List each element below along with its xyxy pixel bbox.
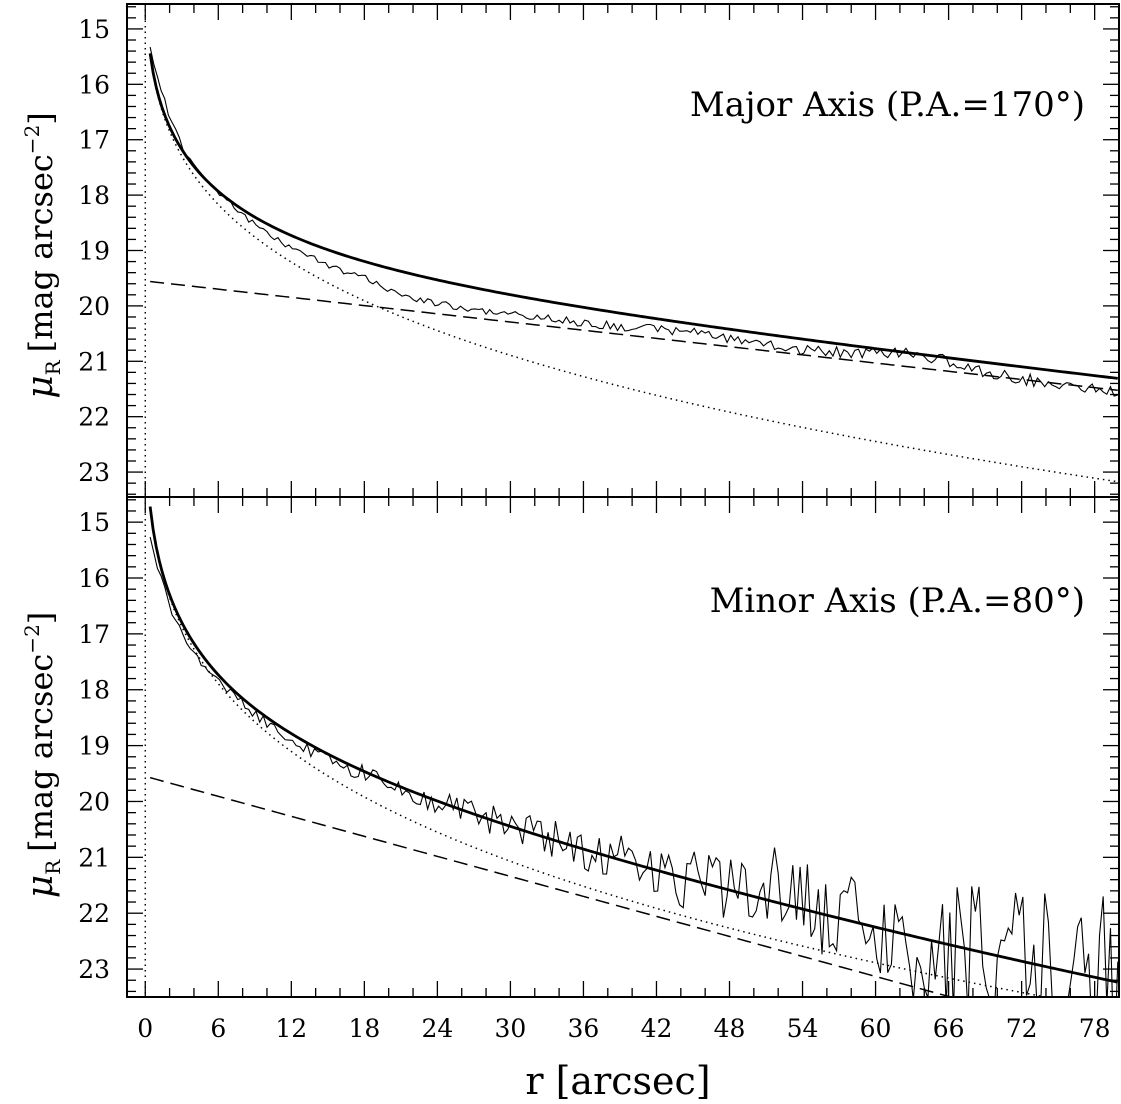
minor-x-ticks <box>144 497 1120 997</box>
major-y-tick-label: 20 <box>78 292 110 321</box>
major-disk-model-line <box>150 280 1118 392</box>
x-tick-label: 18 <box>348 1014 380 1043</box>
major-y-ticks <box>127 6 1119 495</box>
minor-axis-panel: 15 16 17 18 19 20 21 22 23 μR[mag arcsec−2] Minor … <box>20 496 1120 998</box>
x-axis-title: r [arcsec] <box>525 1059 710 1103</box>
x-tick-label: 72 <box>1006 1014 1038 1043</box>
minor-y-axis-title: μR[mag arcsec−2] <box>20 612 65 899</box>
major-bulge-model-line <box>149 54 1118 483</box>
x-tick-label: 24 <box>421 1014 453 1043</box>
minor-disk-model-line <box>149 776 954 997</box>
major-observed-profile <box>149 46 1118 397</box>
major-y-tick-label: 15 <box>78 15 110 44</box>
minor-y-tick-label: 17 <box>78 620 110 649</box>
minor-y-tick-label: 23 <box>78 955 110 984</box>
major-y-tick-label: 23 <box>78 458 110 487</box>
x-tick-label: 12 <box>275 1014 307 1043</box>
x-tick-label: 60 <box>860 1014 892 1043</box>
x-axis-tick-labels: 0 6 12 18 24 30 36 42 48 54 60 66 72 78 <box>137 1014 1110 1043</box>
major-y-tick-label: 21 <box>78 347 110 376</box>
minor-annotation: Minor Axis (P.A.=80°) <box>710 581 1085 621</box>
minor-y-tick-label: 20 <box>78 787 110 816</box>
minor-y-tick-label: 21 <box>78 843 110 872</box>
minor-y-ticks <box>127 499 1119 993</box>
major-axis-panel: 15 16 17 18 19 20 21 22 23 μR[mag arcsec−2] Major … <box>20 3 1120 498</box>
x-tick-label: 30 <box>495 1014 527 1043</box>
minor-y-tick-label: 15 <box>78 508 110 537</box>
x-tick-label: 0 <box>137 1014 153 1043</box>
minor-axes-frame <box>126 496 1120 998</box>
minor-y-tick-label: 19 <box>78 732 110 761</box>
major-axes-frame <box>126 3 1120 498</box>
x-tick-label: 42 <box>641 1014 673 1043</box>
major-y-tick-label: 22 <box>78 403 110 432</box>
minor-y-tick-label: 18 <box>78 676 110 705</box>
major-annotation: Major Axis (P.A.=170°) <box>690 85 1085 125</box>
minor-observed-profile <box>149 536 1119 997</box>
x-tick-label: 6 <box>210 1014 226 1043</box>
minor-y-tick-label: 22 <box>78 899 110 928</box>
major-y-tick-label: 16 <box>78 70 110 99</box>
major-y-tick-label: 17 <box>78 126 110 155</box>
x-tick-label: 78 <box>1079 1014 1111 1043</box>
x-tick-label: 54 <box>787 1014 819 1043</box>
major-y-tick-label: 18 <box>78 181 110 210</box>
major-x-ticks <box>144 4 1120 497</box>
minor-total-model-line <box>148 506 1119 984</box>
x-tick-label: 66 <box>933 1014 965 1043</box>
major-total-model-line <box>148 53 1118 380</box>
major-y-axis-title: μR[mag arcsec−2] <box>20 112 65 399</box>
x-tick-label: 36 <box>568 1014 600 1043</box>
x-tick-label: 48 <box>714 1014 746 1043</box>
major-y-tick-label: 19 <box>78 237 110 266</box>
minor-y-tick-label: 16 <box>78 564 110 593</box>
